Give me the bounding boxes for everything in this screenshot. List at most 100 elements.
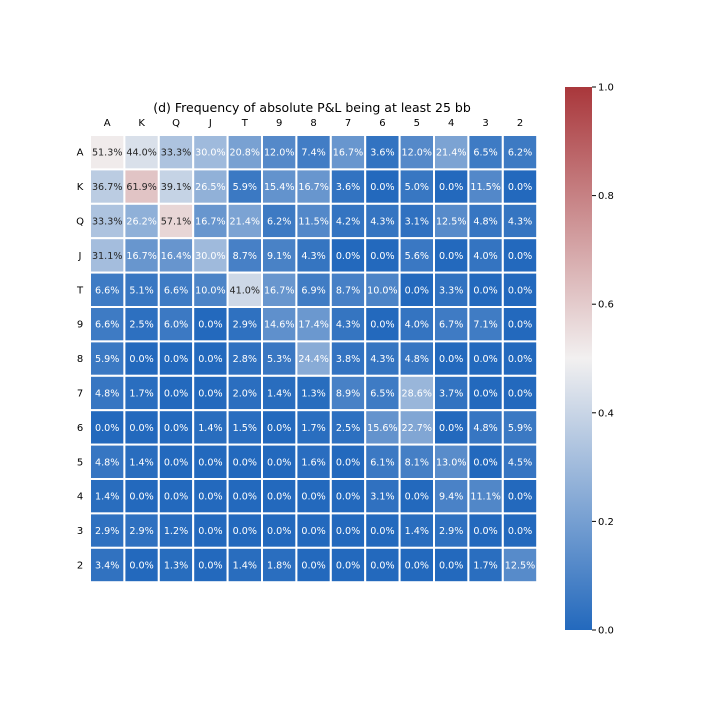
heatmap-cell — [192, 478, 229, 515]
cell-value-label: 21.4% — [230, 217, 260, 228]
cell-value-label: 22.7% — [402, 423, 432, 434]
heatmap-cell — [467, 374, 504, 412]
heatmap-cell — [364, 306, 401, 343]
cell-value-label: 6.5% — [370, 389, 394, 400]
cell-value-label: 2.9% — [95, 526, 119, 537]
heatmap-cell — [261, 374, 298, 412]
cell-value-label: 6.6% — [95, 320, 119, 331]
colorbar-tick-label: 0.8 — [598, 191, 614, 202]
cell-value-label: 4.8% — [473, 217, 497, 228]
cell-value-label: 8.7% — [233, 251, 257, 262]
cell-value-label: 6.6% — [95, 285, 119, 296]
cell-value-label: 0.0% — [508, 182, 532, 193]
column-tick-label: 5 — [414, 118, 420, 129]
heatmap-cell — [226, 512, 264, 549]
cell-value-label: 0.0% — [439, 354, 463, 365]
cell-value-label: 0.0% — [198, 354, 222, 365]
column-tick-label: 6 — [379, 118, 385, 129]
heatmap-cell — [157, 443, 195, 481]
heatmap-cell — [501, 374, 539, 412]
cell-value-label: 0.0% — [370, 526, 394, 537]
heatmap-cell — [467, 409, 504, 446]
row-tick-label: Q — [76, 217, 84, 228]
cell-value-label: 6.9% — [301, 285, 325, 296]
heatmap-cell — [157, 306, 195, 343]
cell-value-label: 4.3% — [370, 354, 394, 365]
colorbar-gradient — [565, 87, 592, 630]
heatmap-cell — [329, 134, 367, 171]
cell-value-label: 0.0% — [370, 182, 394, 193]
cell-value-label: 1.8% — [267, 561, 291, 572]
cell-value-label: 4.2% — [336, 217, 360, 228]
cell-value-label: 7.4% — [301, 148, 325, 159]
cell-value-label: 4.3% — [508, 217, 532, 228]
cell-value-label: 33.3% — [161, 148, 191, 159]
cell-value-label: 5.3% — [267, 354, 291, 365]
heatmap-cell — [192, 168, 229, 205]
row-tick-label: 3 — [77, 526, 83, 537]
cell-value-label: 0.0% — [370, 251, 394, 262]
cell-value-label: 3.6% — [336, 182, 360, 193]
column-tick-label: Q — [172, 118, 180, 129]
heatmap-cell — [467, 546, 504, 584]
cell-value-label: 10.0% — [367, 285, 397, 296]
cell-value-label: 4.3% — [301, 251, 325, 262]
cell-value-label: 0.0% — [95, 423, 119, 434]
heatmap-cell — [261, 512, 298, 549]
cell-value-label: 8.7% — [336, 285, 360, 296]
cell-value-label: 16.7% — [264, 285, 294, 296]
heatmap-cell — [501, 546, 539, 584]
heatmap-cell — [157, 340, 195, 377]
cell-value-label: 0.0% — [198, 561, 222, 572]
cell-value-label: 0.0% — [370, 561, 394, 572]
colorbar-tick-label: 0.2 — [598, 517, 614, 528]
cell-value-label: 3.1% — [370, 492, 394, 503]
cell-value-label: 0.0% — [129, 561, 153, 572]
cell-value-label: 0.0% — [405, 285, 429, 296]
cell-value-label: 4.8% — [405, 354, 429, 365]
cell-value-label: 1.7% — [473, 561, 497, 572]
cell-value-label: 0.0% — [129, 354, 153, 365]
heatmap-cell — [192, 443, 229, 481]
cell-value-label: 17.4% — [298, 320, 328, 331]
cell-value-label: 3.4% — [95, 561, 119, 572]
heatmap-cells: 51.3% 44.0% 33.3% 30.0% 20.8% 12.0% 7.4% 16.7% 3… — [89, 134, 539, 584]
cell-value-label: 0.0% — [129, 423, 153, 434]
cell-value-label: 0.0% — [301, 526, 325, 537]
cell-value-label: 1.6% — [301, 457, 325, 468]
cell-value-label: 21.4% — [436, 148, 466, 159]
cell-value-label: 5.9% — [233, 182, 257, 193]
cell-value-label: 0.0% — [405, 561, 429, 572]
cell-value-label: 0.0% — [508, 354, 532, 365]
column-tick-label: K — [138, 118, 145, 129]
row-tick-label: 2 — [77, 561, 83, 572]
cell-value-label: 0.0% — [198, 492, 222, 503]
colorbar-ticks: 0.0 0.2 0.4 0.6 0.8 1.0 — [592, 83, 614, 637]
row-tick-label: K — [77, 182, 84, 193]
heatmap-cell — [364, 237, 401, 274]
cell-value-label: 4.8% — [473, 423, 497, 434]
row-tick-labels: A K Q J T 9 8 7 6 5 4 3 2 — [76, 148, 84, 572]
cell-value-label: 1.2% — [164, 526, 188, 537]
heatmap-cell — [123, 512, 160, 549]
heatmap-cell — [329, 374, 367, 412]
colorbar: 0.0 0.2 0.4 0.6 0.8 1.0 — [565, 83, 614, 637]
cell-value-label: 0.0% — [508, 389, 532, 400]
heatmap-cell — [192, 340, 229, 377]
column-tick-label: J — [208, 118, 212, 129]
heatmap-cell — [467, 478, 504, 515]
cell-value-label: 11.1% — [470, 492, 500, 503]
cell-value-label: 26.5% — [195, 182, 225, 193]
cell-value-label: 11.5% — [470, 182, 500, 193]
cell-value-label: 26.2% — [126, 217, 156, 228]
cell-value-label: 9.1% — [267, 251, 291, 262]
heatmap-cell — [89, 306, 126, 343]
cell-value-label: 11.5% — [298, 217, 328, 228]
cell-value-label: 6.6% — [164, 285, 188, 296]
cell-value-label: 0.0% — [508, 320, 532, 331]
cell-value-label: 1.5% — [233, 423, 257, 434]
cell-value-label: 28.6% — [402, 389, 432, 400]
cell-value-label: 3.7% — [439, 389, 463, 400]
colorbar-tick-label: 1.0 — [598, 83, 614, 94]
cell-value-label: 61.9% — [126, 182, 156, 193]
